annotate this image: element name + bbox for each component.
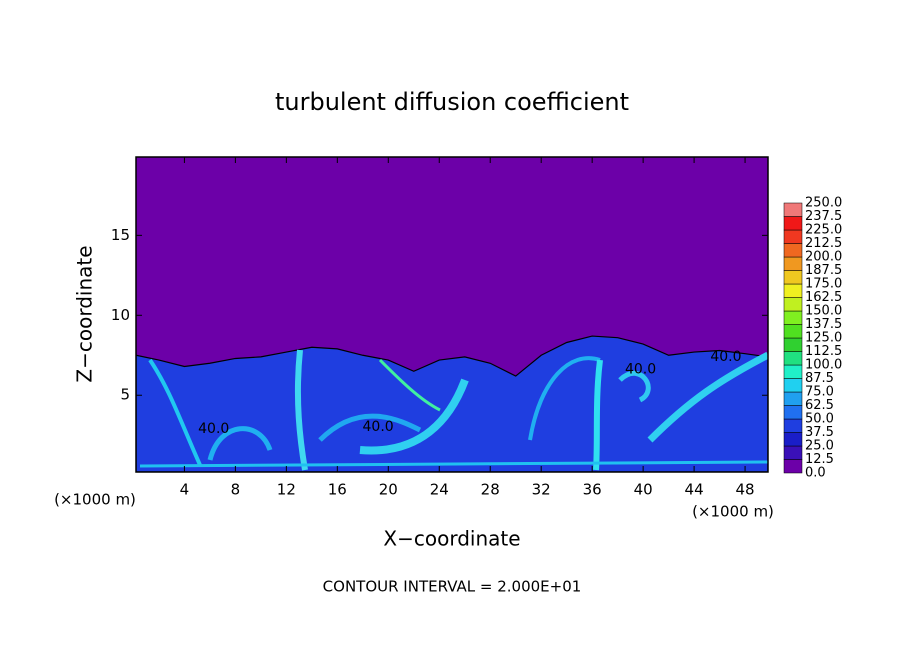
chart-title: turbulent diffusion coefficient xyxy=(275,88,629,116)
x-tick-label: 48 xyxy=(736,481,755,499)
colorbar-label: 75.0 xyxy=(805,385,834,400)
colorbar-label: 175.0 xyxy=(805,277,842,292)
colorbar-swatch xyxy=(783,351,803,366)
colorbar-swatch xyxy=(783,405,803,420)
x-tick-label: 24 xyxy=(430,481,449,499)
colorbar-label: 12.5 xyxy=(805,452,834,467)
colorbar-label: 162.5 xyxy=(805,290,842,305)
colorbar-label: 37.5 xyxy=(805,425,834,440)
colorbar-label: 0.0 xyxy=(805,466,826,481)
x-tick-label: 44 xyxy=(685,481,704,499)
colorbar-swatch xyxy=(783,337,803,352)
x-tick-label: 36 xyxy=(583,481,602,499)
y-axis-label: Z−coordinate xyxy=(73,245,97,382)
colorbar-label: 137.5 xyxy=(805,317,842,332)
colorbar-label: 100.0 xyxy=(805,358,842,373)
colorbar-swatch xyxy=(783,229,803,244)
colorbar-label: 187.5 xyxy=(805,263,842,278)
colorbar-label: 112.5 xyxy=(805,344,842,359)
colorbar-swatch xyxy=(783,270,803,285)
x-axis-label: X−coordinate xyxy=(383,527,520,551)
colorbar-swatch xyxy=(783,445,803,460)
contour-label: 40.0 xyxy=(710,349,741,365)
x-tick-label: 20 xyxy=(379,481,398,499)
colorbar-swatch xyxy=(783,324,803,339)
colorbar-swatch xyxy=(783,310,803,325)
plot-area xyxy=(136,157,768,472)
plot-frame xyxy=(135,156,769,473)
colorbar-label: 225.0 xyxy=(805,223,842,238)
x-tick-label: 4 xyxy=(180,481,190,499)
contour-label: 40.0 xyxy=(363,419,394,435)
colorbar-swatch xyxy=(783,378,803,393)
colorbar-swatch xyxy=(783,283,803,298)
colorbar-label: 62.5 xyxy=(805,398,834,413)
colorbar-swatch xyxy=(783,256,803,271)
colorbar-swatch xyxy=(783,243,803,258)
colorbar-label: 250.0 xyxy=(805,196,842,211)
x-tick-label: 28 xyxy=(481,481,500,499)
colorbar-label: 87.5 xyxy=(805,371,834,386)
colorbar-swatch xyxy=(783,391,803,406)
colorbar-label: 212.5 xyxy=(805,236,842,251)
colorbar-swatch xyxy=(783,364,803,379)
y-tick-label: 15 xyxy=(111,226,130,244)
colorbar-label: 237.5 xyxy=(805,209,842,224)
colorbar-label: 200.0 xyxy=(805,250,842,265)
colorbar-label: 150.0 xyxy=(805,304,842,319)
x-tick-label: 16 xyxy=(328,481,347,499)
colorbar-swatch xyxy=(783,432,803,447)
streaks xyxy=(139,349,768,471)
x-tick-label: 8 xyxy=(231,481,241,499)
x-tick-label: 32 xyxy=(532,481,551,499)
x-tick-label: 12 xyxy=(277,481,296,499)
x-tick-label: 40 xyxy=(634,481,653,499)
x-unit-label: (×1000 m) xyxy=(692,503,774,521)
y-tick-label: 5 xyxy=(120,386,130,404)
x-unit-label: (×1000 m) xyxy=(54,491,136,509)
colorbar-swatch xyxy=(783,297,803,312)
colorbar-label: 125.0 xyxy=(805,331,842,346)
colorbar-swatch xyxy=(783,216,803,231)
contour-label: 40.0 xyxy=(625,362,656,378)
y-tick-label: 10 xyxy=(111,306,130,324)
colorbar-swatch xyxy=(783,459,803,474)
colorbar-label: 50.0 xyxy=(805,412,834,427)
colorbar-swatch xyxy=(783,202,803,217)
footer: CONTOUR INTERVAL = 2.000E+01 xyxy=(323,578,582,596)
colorbar-label: 25.0 xyxy=(805,439,834,454)
contour-label: 40.0 xyxy=(198,421,229,437)
colorbar-swatch xyxy=(783,418,803,433)
